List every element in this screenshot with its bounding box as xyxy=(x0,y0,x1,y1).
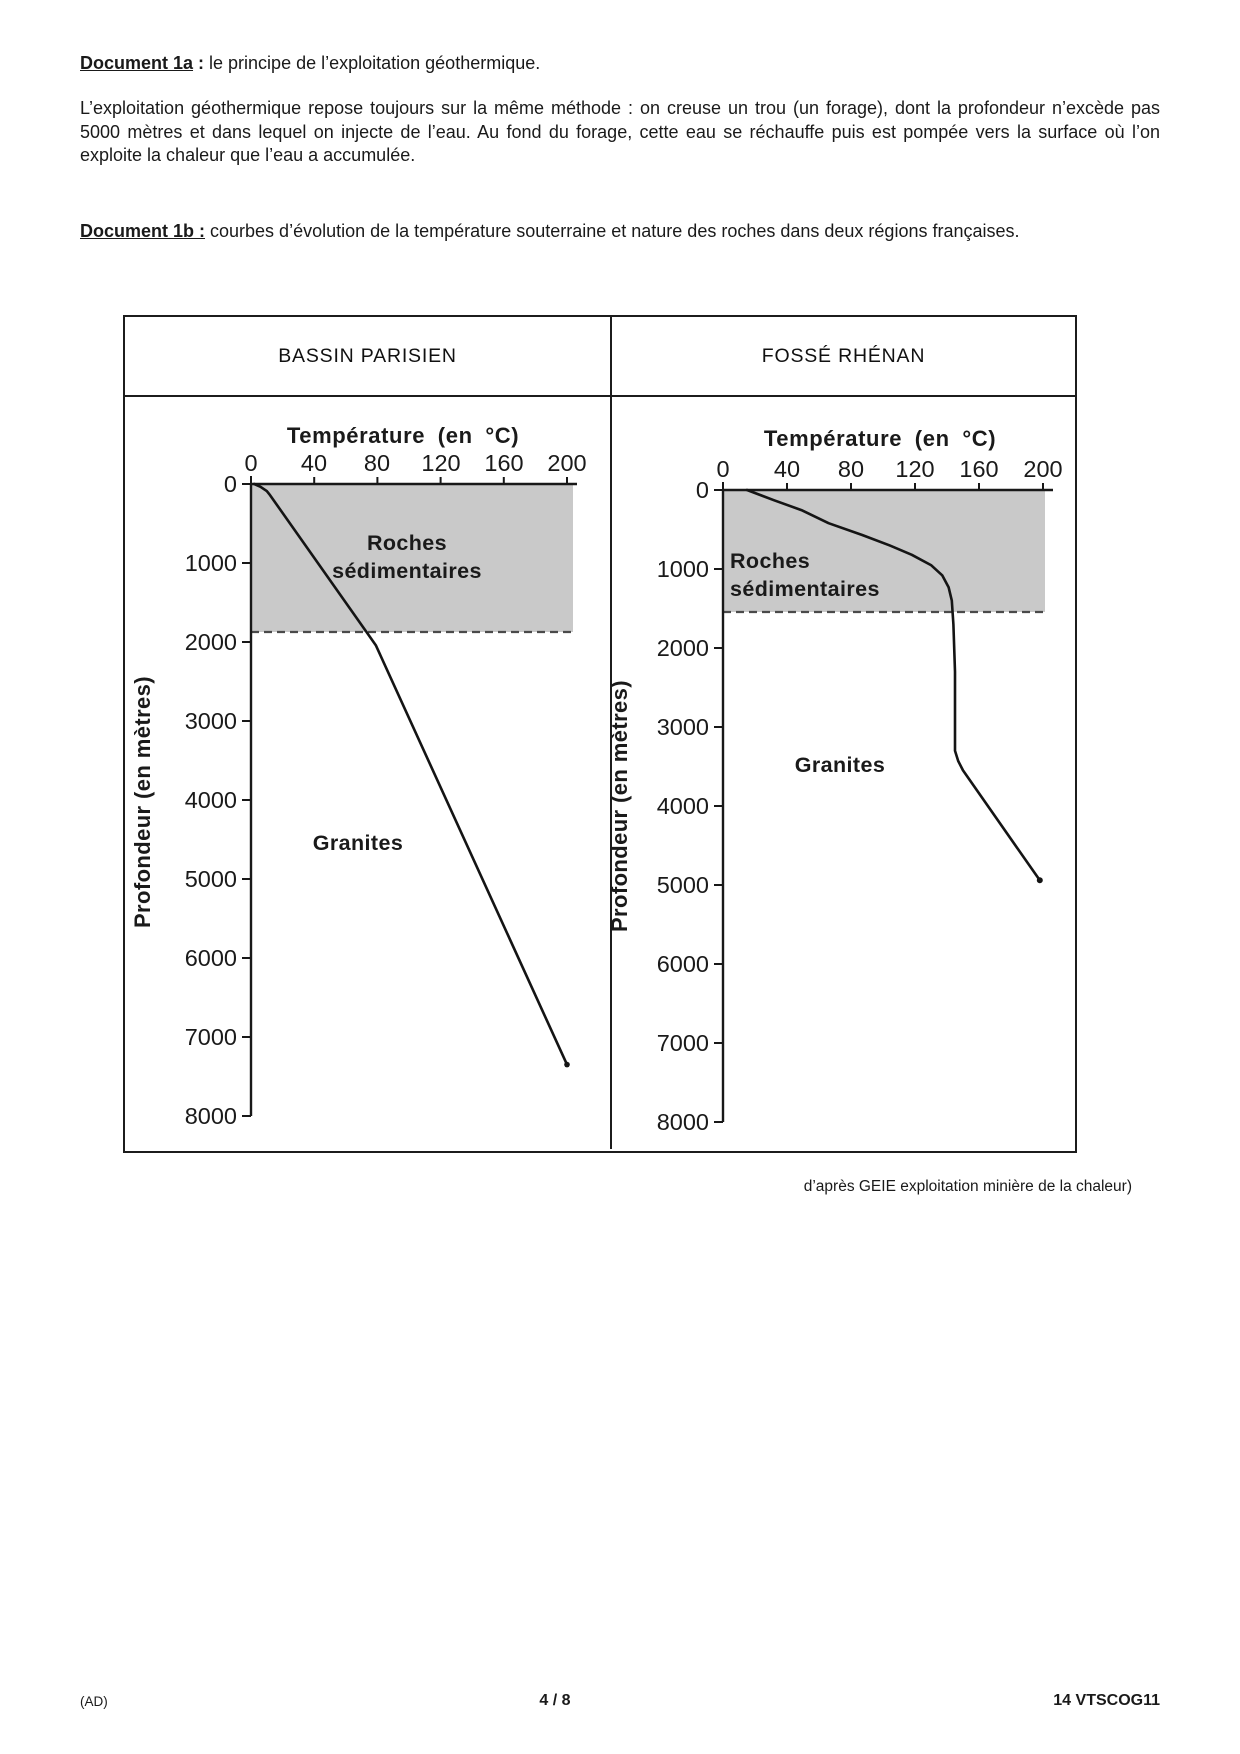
left-y-tick-label: 8000 xyxy=(185,1103,237,1129)
figure: BASSIN PARISIEN FOSSÉ RHÉNAN Température… xyxy=(123,315,1077,1153)
right-x-tick-label: 0 xyxy=(716,456,729,482)
right-temperature-curve xyxy=(745,488,1042,882)
right-y-tick-label: 3000 xyxy=(657,714,709,740)
right-y-tick-label: 7000 xyxy=(657,1030,709,1056)
right-y-tick-label: 2000 xyxy=(657,635,709,661)
left-granites-label: Granites xyxy=(313,831,403,855)
left-x-tick-label: 40 xyxy=(301,450,327,476)
right-curve-end-dot xyxy=(1036,877,1043,884)
right-sediment-label-line1: Roches xyxy=(730,549,810,573)
right-y-tick-label: 4000 xyxy=(657,793,709,819)
document-1b-title-text: courbes d’évolution de la température so… xyxy=(205,221,1020,241)
left-y-axis-title: Profondeur (en mètres) xyxy=(130,676,155,928)
right-y-tick-label: 6000 xyxy=(657,951,709,977)
figure-header-bassin-parisien: BASSIN PARISIEN xyxy=(125,317,612,395)
left-x-axis-title: Température (en °C) xyxy=(287,423,519,448)
right-y-tick-label: 5000 xyxy=(657,872,709,898)
left-chart: Température (en °C) Profondeur (en mètre… xyxy=(130,423,587,1129)
left-x-tick-label: 80 xyxy=(364,450,390,476)
right-y-tick-label: 1000 xyxy=(657,556,709,582)
left-y-tick-label: 4000 xyxy=(185,787,237,813)
right-x-tick-label: 200 xyxy=(1023,456,1062,482)
footer-page-number: 4 / 8 xyxy=(539,1692,571,1709)
document-1b-heading: Document 1b : courbes d’évolution de la … xyxy=(80,220,1160,244)
left-x-ticks xyxy=(250,476,568,488)
document-1a-label: Document 1a xyxy=(80,53,194,73)
right-y-axis-title: Profondeur (en mètres) xyxy=(607,680,632,932)
left-y-tick-label: 0 xyxy=(224,471,237,497)
right-sediment-zone xyxy=(723,490,1045,612)
right-y-ticks xyxy=(714,489,723,1123)
left-temperature-curve xyxy=(252,482,569,1066)
right-y-tick-label: 0 xyxy=(696,477,709,503)
left-curve-end-dot xyxy=(564,1061,570,1068)
footer-author-code: (AD) xyxy=(80,1694,108,1709)
left-x-tick-label: 200 xyxy=(547,450,586,476)
document-1b-label: Document 1b : xyxy=(80,221,206,241)
right-x-axis-title: Température (en °C) xyxy=(764,426,996,451)
right-x-tick-label: 40 xyxy=(774,456,800,482)
footer-document-code: 14 VTSCOG11 xyxy=(1053,1692,1160,1709)
intro-paragraph: L’exploitation géothermique repose toujo… xyxy=(80,98,1160,165)
left-x-tick-label: 0 xyxy=(244,450,257,476)
left-sediment-zone xyxy=(251,484,573,632)
left-y-tick-label: 7000 xyxy=(185,1024,237,1050)
left-y-tick-label: 6000 xyxy=(185,945,237,971)
left-x-tick-label: 120 xyxy=(421,450,460,476)
charts-svg: Température (en °C) Profondeur (en mètre… xyxy=(130,397,1063,1149)
left-sediment-label-line1: Roches xyxy=(367,531,447,555)
left-x-tick-label: 160 xyxy=(484,450,523,476)
right-x-tick-label: 80 xyxy=(838,456,864,482)
left-y-tick-label: 2000 xyxy=(185,629,237,655)
right-sediment-label-line2: sédimentaires xyxy=(730,577,880,601)
right-chart: Température (en °C) Profondeur (en mètre… xyxy=(607,426,1063,1135)
left-y-tick-label: 5000 xyxy=(185,866,237,892)
document-1a-heading: Document 1a : le principe de l’exploitat… xyxy=(80,52,1160,76)
figure-header-fosse-rhenan: FOSSÉ RHÉNAN xyxy=(761,344,926,367)
right-x-tick-label: 120 xyxy=(895,456,934,482)
right-x-tick-label: 160 xyxy=(959,456,998,482)
left-y-tick-label: 1000 xyxy=(185,550,237,576)
figure-header: BASSIN PARISIEN FOSSÉ RHÉNAN xyxy=(125,317,1075,397)
right-granites-label: Granites xyxy=(795,753,885,777)
right-y-tick-label: 8000 xyxy=(657,1109,709,1135)
figure-attribution: d’après GEIE exploitation minière de la … xyxy=(803,1178,1132,1195)
left-sediment-label-line2: sédimentaires xyxy=(332,559,482,583)
left-y-tick-label: 3000 xyxy=(185,708,237,734)
document-1a-title-text: le principe de l’exploitation géothermiq… xyxy=(209,53,541,73)
document-1a-separator: : xyxy=(193,53,210,73)
left-y-ticks xyxy=(242,483,251,1117)
right-x-ticks xyxy=(722,482,1044,494)
